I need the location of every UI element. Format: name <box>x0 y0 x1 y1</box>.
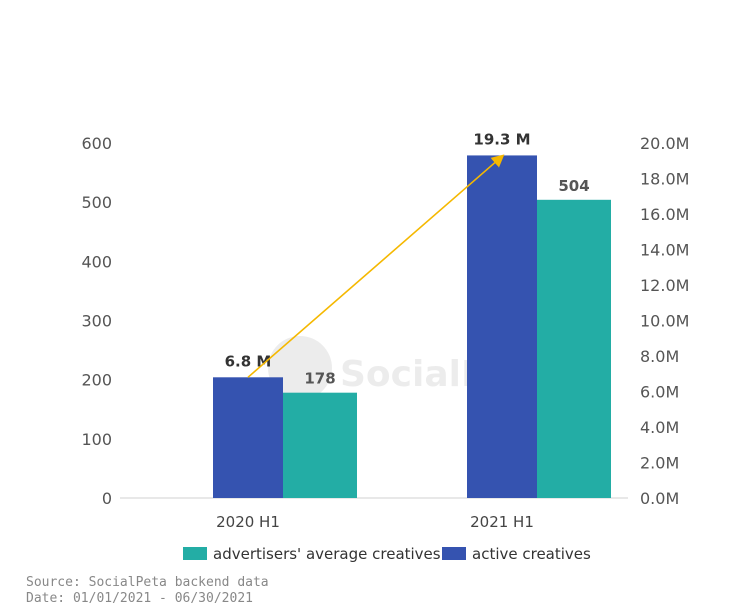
right-axis-tick-label: 18.0M <box>640 170 689 189</box>
right-axis-tick-label: 6.0M <box>640 383 679 402</box>
bar-average-creatives <box>283 392 357 498</box>
right-axis-tick-label: 2.0M <box>640 454 679 473</box>
bar-active-creatives <box>213 377 283 498</box>
legend-swatch <box>442 547 466 560</box>
x-axis-category-label: 2021 H1 <box>470 513 534 531</box>
left-axis-tick-label: 100 <box>81 430 112 449</box>
data-label-average-creatives: 178 <box>304 370 335 388</box>
right-axis-tick-label: 10.0M <box>640 312 689 331</box>
right-axis-tick-label: 8.0M <box>640 347 679 366</box>
right-axis-tick-label: 0.0M <box>640 489 679 508</box>
left-axis-tick-label: 300 <box>81 312 112 331</box>
source-note: Source: SocialPeta backend data Date: 01… <box>26 575 269 607</box>
data-label-active-creatives: 19.3 M <box>473 130 530 148</box>
x-axis-category-label: 2020 H1 <box>216 513 280 531</box>
left-axis-tick-label: 500 <box>81 193 112 212</box>
date-line: Date: 01/01/2021 - 06/30/2021 <box>26 591 253 606</box>
right-axis-tick-label: 12.0M <box>640 276 689 295</box>
left-axis-tick-label: 0 <box>102 489 112 508</box>
data-label-active-creatives: 6.8 M <box>225 352 272 370</box>
data-label-average-creatives: 504 <box>558 177 589 195</box>
legend-swatch <box>183 547 207 560</box>
source-line: Source: SocialPeta backend data <box>26 575 269 590</box>
legend-label: advertisers' average creatives <box>213 545 441 563</box>
left-axis-tick-label: 200 <box>81 371 112 390</box>
left-axis-tick-label: 600 <box>81 134 112 153</box>
bar-active-creatives <box>467 155 537 499</box>
growth-arrow <box>247 154 505 378</box>
right-axis-tick-label: 20.0M <box>640 134 689 153</box>
left-axis-tick-label: 400 <box>81 252 112 271</box>
right-axis-tick-label: 14.0M <box>640 241 689 260</box>
right-axis-tick-label: 4.0M <box>640 418 679 437</box>
bar-average-creatives <box>537 199 611 499</box>
legend-label: active creatives <box>472 545 591 563</box>
right-axis-tick-label: 16.0M <box>640 205 689 224</box>
